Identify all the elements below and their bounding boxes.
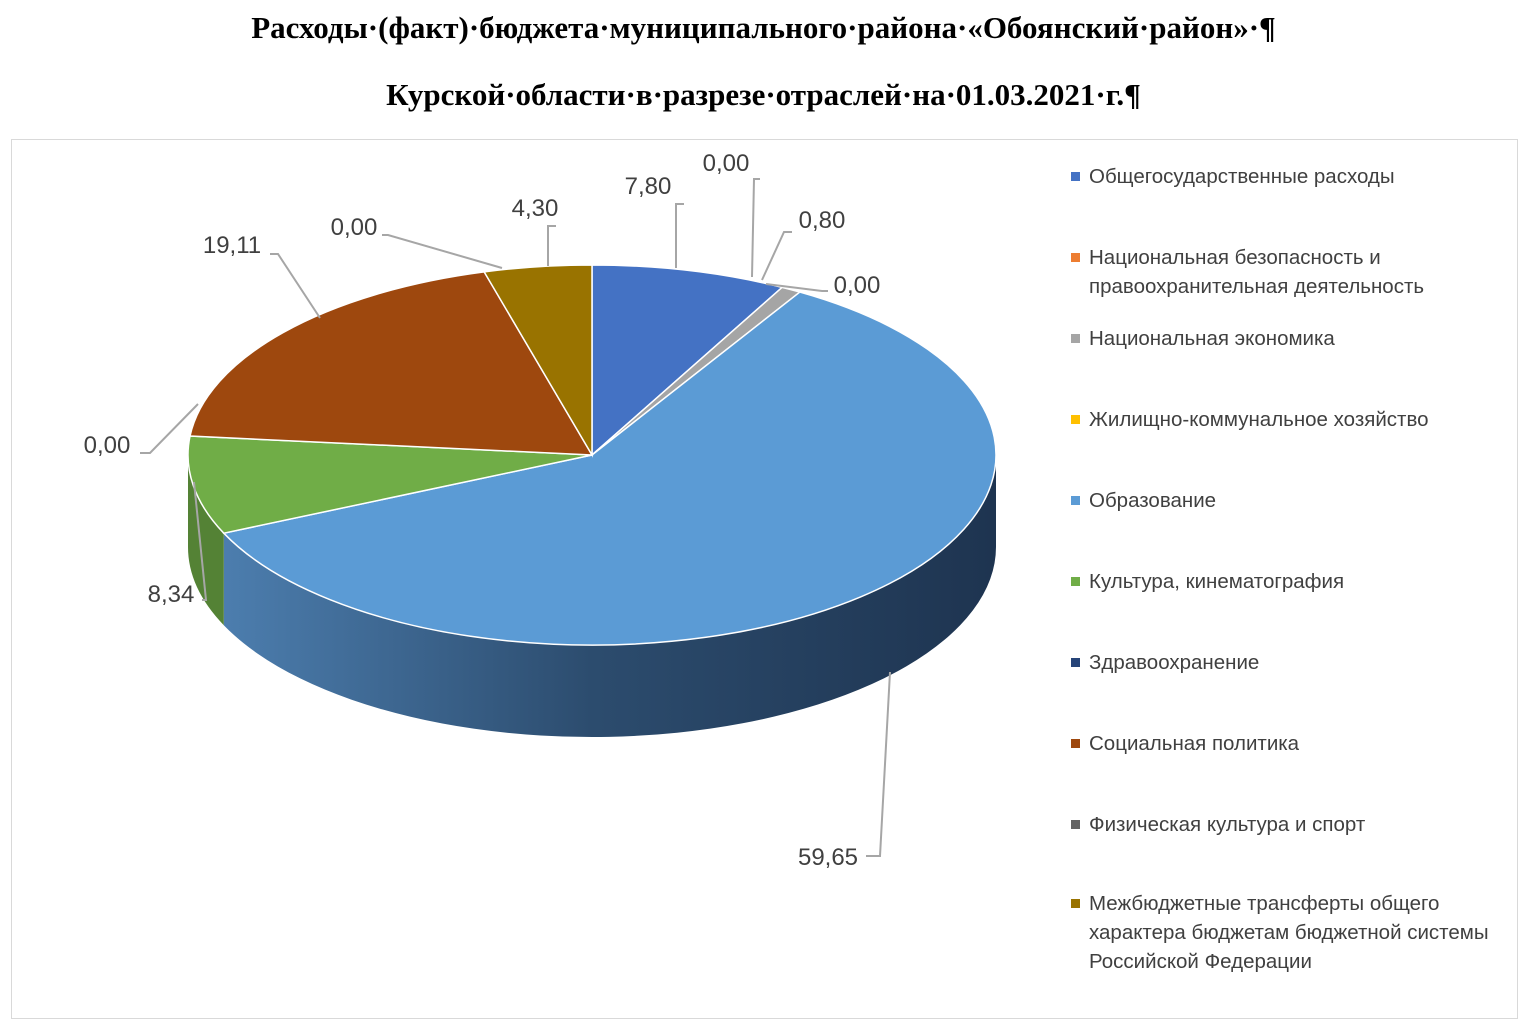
legend-item: Национальная безопасность и правоохранит…: [1071, 243, 1501, 301]
legend-item: Общегосударственные расходы: [1071, 162, 1501, 191]
chart-title-line-1: Расходы·(факт)·бюджета·муниципального·ра…: [251, 10, 1276, 45]
leader-line-0: [675, 203, 684, 268]
legend-item: Культура, кинематография: [1071, 567, 1501, 596]
data-label-0: 7,80: [625, 173, 672, 200]
legend-item: Здравоохранение: [1071, 648, 1501, 677]
legend-item: Жилищно-коммунальное хозяйство: [1071, 405, 1501, 434]
chart-title-line-2: Курской·области·в·разрезе·отраслей·на·01…: [386, 77, 1141, 112]
data-label-7: 19,11: [203, 232, 261, 259]
legend-label: Национальная экономика: [1089, 327, 1335, 350]
pie-slice-7: [189, 271, 594, 456]
legend-item: Межбюджетные трансферты общего характера…: [1071, 889, 1501, 976]
pie-sides: [188, 455, 996, 738]
legend-swatch: [1071, 577, 1080, 586]
data-label-3: 0,00: [834, 272, 881, 299]
legend-label: Образование: [1089, 489, 1217, 512]
legend-label: Межбюджетные трансферты общего характера…: [1089, 892, 1489, 973]
leader-line-9: [547, 225, 556, 266]
data-label-6: 0,00: [84, 432, 131, 459]
data-label-5: 8,34: [148, 581, 195, 608]
data-label-2: 0,80: [799, 207, 846, 234]
legend-swatch: [1071, 739, 1080, 748]
data-labels: 7,80 0,00 0,80 0,00 59,65 8,34 0,00 19,11 0,00 4,…: [84, 150, 881, 871]
pie-slice-4: [222, 291, 997, 646]
chart-area: [11, 139, 1518, 1019]
leader-line-6: [140, 403, 199, 454]
pie-slices: [187, 264, 997, 646]
data-label-1: 0,00: [703, 150, 750, 177]
leader-line-8: [382, 234, 503, 269]
legend-label: Национальная безопасность и правоохранит…: [1089, 246, 1425, 298]
legend-swatch: [1071, 658, 1080, 667]
legend-swatch: [1071, 820, 1080, 829]
legend-swatch: [1071, 496, 1080, 505]
legend-label: Здравоохранение: [1089, 651, 1260, 674]
leader-line-3: [765, 283, 828, 292]
legend-swatch: [1071, 899, 1080, 908]
leader-line-2: [761, 231, 792, 281]
leader-line-4: [866, 671, 891, 857]
legend-label: Культура, кинематография: [1089, 570, 1345, 593]
legend-item: Образование: [1071, 486, 1501, 515]
data-label-9: 4,30: [512, 195, 559, 222]
legend-swatch: [1071, 172, 1080, 181]
legend-item: Физическая культура и спорт: [1071, 810, 1501, 839]
legend-label: Социальная политика: [1089, 732, 1300, 755]
legend-swatch: [1071, 334, 1080, 343]
legend-item: Социальная политика: [1071, 729, 1501, 758]
leader-lines: [140, 178, 891, 857]
legend-label: Физическая культура и спорт: [1089, 813, 1366, 836]
legend-swatch: [1071, 253, 1080, 262]
pie-chart: 7,80 0,00 0,80 0,00 59,65 8,34 0,00 19,11 0,00 4,…: [84, 150, 997, 871]
pie-side-5: [188, 455, 224, 626]
data-label-8: 0,00: [331, 214, 378, 241]
pie-slice-9: [482, 264, 593, 458]
pie-side-4: [223, 455, 996, 738]
legend-label: Жилищно-коммунальное хозяйство: [1089, 408, 1429, 431]
data-label-4: 59,65: [798, 844, 858, 871]
legend-item: Национальная экономика: [1071, 324, 1501, 353]
leader-line-7: [270, 253, 321, 319]
legend-swatch: [1071, 415, 1080, 424]
leader-line-5: [193, 481, 208, 601]
leader-line-1: [751, 178, 760, 278]
legend-label: Общегосударственные расходы: [1089, 165, 1395, 188]
